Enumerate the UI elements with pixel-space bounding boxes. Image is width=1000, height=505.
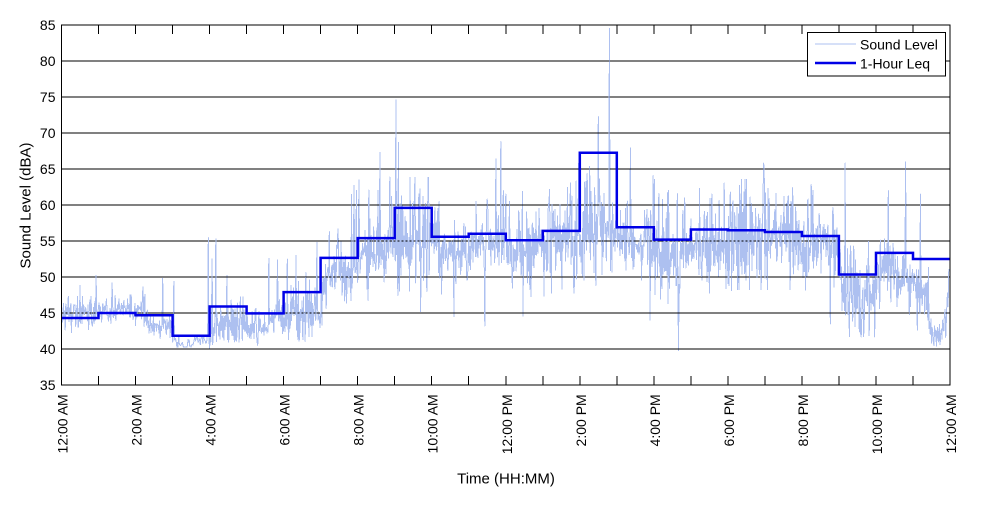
svg-text:10:00 AM: 10:00 AM bbox=[425, 394, 441, 453]
svg-text:Sound Level: Sound Level bbox=[860, 36, 938, 52]
svg-text:8:00 PM: 8:00 PM bbox=[795, 394, 811, 446]
svg-text:85: 85 bbox=[40, 17, 56, 33]
svg-text:Time (HH:MM): Time (HH:MM) bbox=[457, 471, 555, 488]
svg-text:12:00 AM: 12:00 AM bbox=[943, 394, 959, 453]
svg-text:6:00 PM: 6:00 PM bbox=[721, 394, 737, 446]
svg-text:2:00 PM: 2:00 PM bbox=[573, 394, 589, 446]
svg-text:40: 40 bbox=[40, 341, 56, 357]
svg-text:8:00 AM: 8:00 AM bbox=[351, 394, 367, 445]
svg-text:45: 45 bbox=[40, 305, 56, 321]
svg-text:60: 60 bbox=[40, 197, 56, 213]
svg-text:12:00 AM: 12:00 AM bbox=[55, 394, 71, 453]
svg-text:10:00 PM: 10:00 PM bbox=[869, 394, 885, 454]
svg-text:75: 75 bbox=[40, 89, 56, 105]
svg-text:55: 55 bbox=[40, 233, 56, 249]
svg-text:65: 65 bbox=[40, 161, 56, 177]
svg-text:12:00 PM: 12:00 PM bbox=[499, 394, 515, 454]
svg-text:2:00 AM: 2:00 AM bbox=[129, 394, 145, 445]
svg-text:Sound Level (dBA): Sound Level (dBA) bbox=[18, 143, 35, 269]
svg-text:4:00 PM: 4:00 PM bbox=[647, 394, 663, 446]
svg-text:6:00 AM: 6:00 AM bbox=[277, 394, 293, 445]
svg-text:80: 80 bbox=[40, 53, 56, 69]
svg-text:35: 35 bbox=[40, 377, 56, 393]
svg-text:1-Hour Leq: 1-Hour Leq bbox=[860, 55, 930, 71]
svg-text:4:00 AM: 4:00 AM bbox=[203, 394, 219, 445]
svg-text:50: 50 bbox=[40, 269, 56, 285]
svg-text:70: 70 bbox=[40, 125, 56, 141]
